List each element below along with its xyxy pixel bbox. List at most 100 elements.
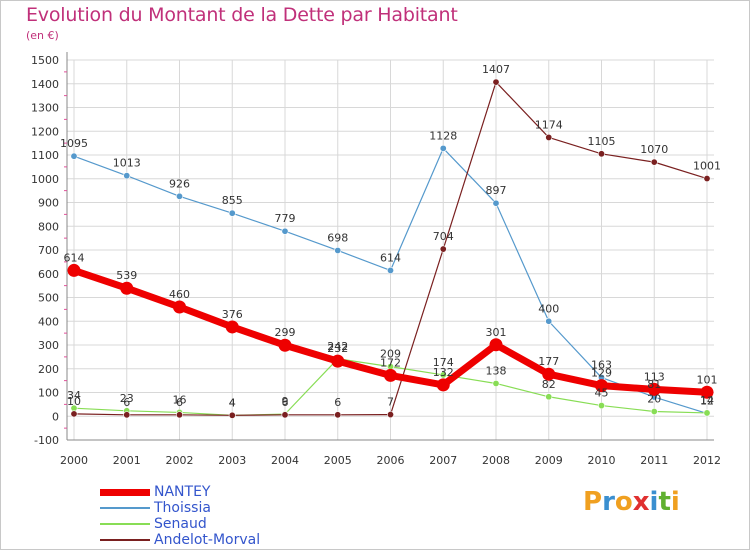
data-label-senaud: 209: [380, 348, 401, 361]
data-label-nantey: 177: [538, 355, 559, 368]
logo-letter: x: [632, 487, 650, 517]
y-tick-label: 100: [38, 387, 59, 400]
data-label-thoissia: 400: [538, 302, 559, 315]
data-label-thoissia: 926: [169, 177, 190, 190]
data-point-senaud: [545, 393, 553, 401]
y-tick-label: -100: [34, 434, 59, 447]
data-label-thoissia: 698: [327, 231, 348, 244]
y-tick-label: 1200: [31, 125, 59, 138]
logo-letter: i: [670, 487, 680, 517]
data-point-thoissia: [386, 266, 394, 274]
data-label-senaud: 138: [486, 364, 507, 377]
data-point-nantey: [67, 263, 81, 277]
data-point-andelot-morval: [176, 411, 184, 419]
data-label-andelot-morval: 1407: [482, 63, 510, 76]
data-label-andelot-morval: 6: [334, 396, 341, 409]
data-point-andelot-morval: [703, 175, 711, 183]
y-tick-label: 0: [52, 410, 59, 423]
data-label-nantey: 113: [644, 370, 665, 383]
y-tick-label: 1400: [31, 78, 59, 91]
data-point-andelot-morval: [281, 411, 289, 419]
data-label-thoissia: 163: [591, 359, 612, 372]
data-point-andelot-morval: [439, 245, 447, 253]
logo-letter: i: [649, 487, 659, 517]
data-label-nantey: 129: [591, 367, 612, 380]
y-tick-label: 300: [38, 339, 59, 352]
x-tick-label: 2009: [535, 454, 563, 467]
data-label-nantey: 460: [169, 288, 190, 301]
data-point-nantey: [331, 354, 345, 368]
data-point-nantey: [595, 379, 608, 393]
data-label-thoissia: 614: [380, 251, 401, 264]
data-label-thoissia: 1013: [113, 157, 141, 170]
y-tick-label: 1000: [31, 173, 59, 186]
data-point-thoissia: [228, 209, 236, 217]
data-point-nantey: [278, 338, 292, 352]
legend-label: Thoissia: [154, 500, 211, 516]
y-tick-label: 600: [38, 268, 59, 281]
y-tick-label: 700: [38, 244, 59, 257]
data-label-nantey: 101: [697, 373, 718, 386]
x-tick-label: 2000: [60, 454, 88, 467]
data-point-thoissia: [70, 152, 78, 160]
data-label-andelot-morval: 1001: [693, 160, 721, 173]
data-label-thoissia: 897: [486, 184, 507, 197]
data-label-andelot-morval: 6: [123, 396, 130, 409]
data-label-senaud: 14: [700, 394, 714, 407]
data-point-senaud: [650, 407, 658, 415]
data-label-nantey: 539: [116, 269, 137, 282]
data-point-thoissia: [176, 192, 184, 200]
x-tick-label: 2011: [640, 454, 668, 467]
data-point-senaud: [703, 409, 711, 417]
legend-label: Andelot-Morval: [154, 532, 261, 548]
data-point-andelot-morval: [386, 411, 394, 419]
legend-swatch: [100, 488, 150, 496]
data-point-andelot-morval: [545, 133, 553, 141]
data-point-nantey: [700, 385, 714, 399]
logo-letter: t: [658, 487, 671, 517]
x-tick-label: 2007: [429, 454, 457, 467]
legend-swatch: [100, 507, 150, 509]
data-point-nantey: [542, 367, 556, 381]
chart-title: Evolution du Montant de la Dette par Hab…: [26, 4, 458, 26]
data-point-nantey: [384, 368, 397, 382]
data-label-senaud: 9: [282, 395, 289, 408]
data-label-senaud: 34: [67, 389, 81, 402]
data-point-andelot-morval: [70, 410, 78, 418]
data-label-andelot-morval: 1174: [535, 118, 563, 131]
data-point-thoissia: [492, 199, 500, 207]
logo-letter: o: [614, 487, 633, 517]
x-tick-label: 2008: [482, 454, 510, 467]
y-tick-label: 400: [38, 315, 59, 328]
y-tick-label: 1500: [31, 54, 59, 67]
y-tick-label: 900: [38, 197, 59, 210]
data-label-senaud: 82: [542, 378, 556, 391]
data-point-nantey: [173, 300, 186, 314]
data-label-nantey: 232: [327, 342, 348, 355]
data-point-andelot-morval: [228, 411, 236, 419]
data-label-senaud: 174: [433, 356, 454, 369]
data-label-senaud: 45: [595, 387, 609, 400]
proxiti-logo: Proxiti: [583, 487, 680, 517]
data-point-nantey: [489, 338, 503, 352]
data-label-thoissia: 1128: [429, 129, 457, 142]
data-point-thoissia: [281, 227, 289, 235]
x-tick-label: 2002: [166, 454, 194, 467]
data-label-senaud: 242: [327, 340, 348, 353]
data-point-thoissia: [123, 172, 131, 180]
data-point-andelot-morval: [597, 150, 605, 158]
logo-letter: P: [583, 487, 603, 517]
data-label-thoissia: 855: [222, 194, 243, 207]
data-point-senaud: [492, 379, 500, 387]
data-label-senaud: 23: [120, 392, 134, 405]
data-point-andelot-morval: [123, 411, 131, 419]
y-tick-label: 1300: [31, 102, 59, 115]
y-tick-label: 800: [38, 220, 59, 233]
data-label-thoissia: 1095: [60, 137, 88, 150]
data-label-senaud: 4: [229, 396, 236, 409]
data-label-andelot-morval: 6: [176, 396, 183, 409]
data-point-senaud: [597, 402, 605, 410]
data-label-andelot-morval: 704: [433, 230, 454, 243]
x-tick-label: 2004: [271, 454, 299, 467]
